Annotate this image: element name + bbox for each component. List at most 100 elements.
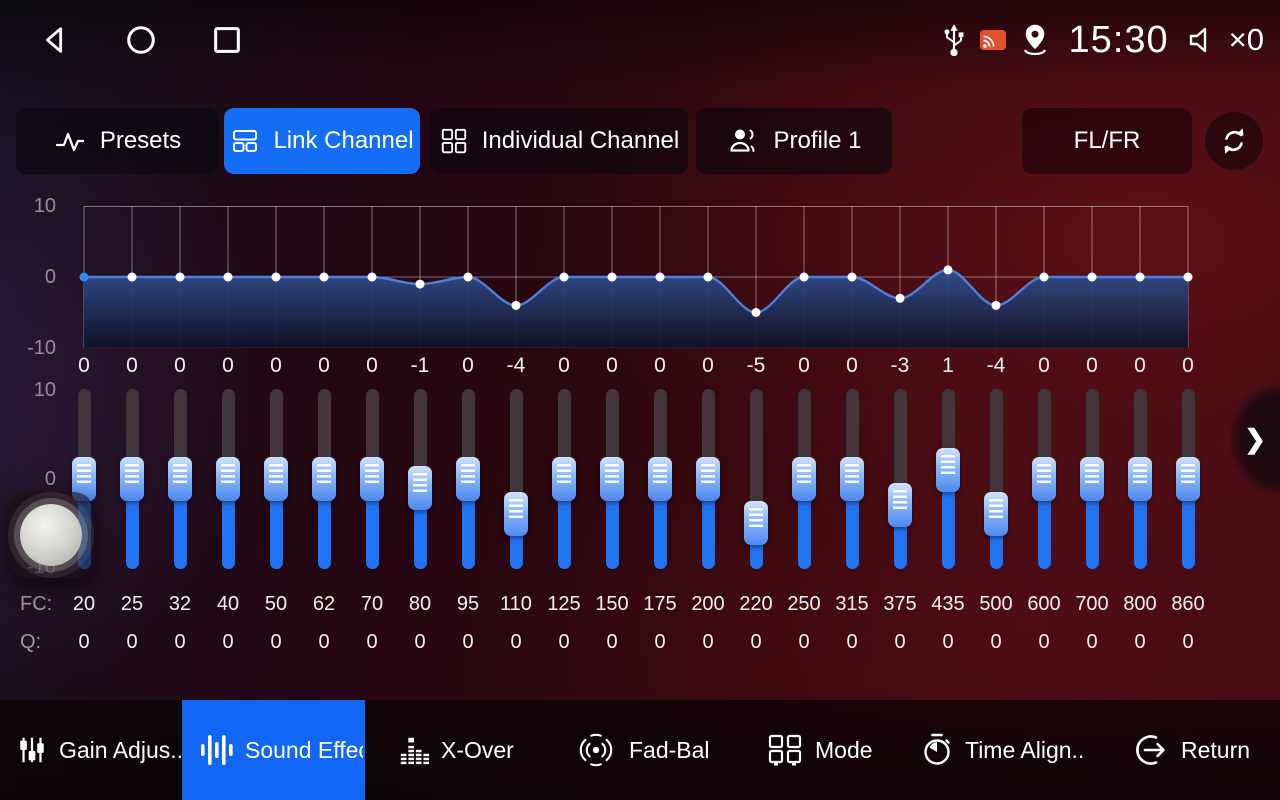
nav-time-align[interactable]: Time Align.. (920, 700, 1084, 800)
slider-thumb[interactable] (744, 501, 768, 545)
slider-thumb[interactable] (360, 457, 384, 501)
eq-band-slider[interactable] (300, 385, 348, 577)
eq-band-slider[interactable] (636, 385, 684, 577)
eq-curve-point[interactable] (415, 279, 425, 289)
slider-thumb[interactable] (216, 457, 240, 501)
eq-band-slider[interactable] (828, 385, 876, 577)
eq-band-slider[interactable] (732, 385, 780, 577)
eq-band-slider[interactable] (204, 385, 252, 577)
band-gain-value: 0 (462, 354, 474, 377)
band-q-value: 0 (462, 631, 474, 653)
eq-band-slider[interactable] (1068, 385, 1116, 577)
eq-band-slider[interactable] (876, 385, 924, 577)
flyout-handle[interactable]: ❯ (1228, 383, 1280, 495)
eq-curve-point[interactable] (1087, 272, 1097, 282)
slider-thumb[interactable] (600, 457, 624, 501)
slider-thumb[interactable] (888, 483, 912, 528)
nav-sound-effect[interactable]: Sound Effect (198, 700, 363, 800)
nav-mode[interactable]: Mode (766, 700, 873, 800)
eq-curve-point[interactable] (751, 308, 761, 317)
band-q-value: 0 (654, 631, 666, 653)
nav-x-over[interactable]: X-Over (398, 700, 514, 800)
slider-fill (125, 479, 139, 569)
tab-link-channel[interactable]: Link Channel (224, 108, 420, 174)
eq-curve-point[interactable] (271, 272, 281, 282)
slider-fill (845, 479, 859, 569)
eq-band-slider[interactable] (540, 385, 588, 577)
nav-gain-adjust[interactable]: Gain Adjus.. (16, 700, 183, 800)
knob-circle[interactable] (20, 504, 82, 566)
eq-band-slider[interactable] (972, 385, 1020, 577)
eq-curve-point[interactable] (607, 272, 617, 282)
eq-band-slider[interactable] (444, 385, 492, 577)
eq-curve-point[interactable] (175, 272, 185, 282)
nav-return[interactable]: Return (1134, 700, 1250, 800)
home-icon[interactable] (124, 23, 158, 57)
tab-presets[interactable]: Presets (16, 108, 218, 174)
eq-band-slider[interactable] (780, 385, 828, 577)
slider-thumb[interactable] (120, 457, 144, 501)
slider-thumb[interactable] (984, 492, 1008, 537)
eq-curve-point[interactable] (79, 272, 89, 282)
slider-thumb[interactable] (408, 465, 432, 510)
eq-band-slider[interactable] (588, 385, 636, 577)
back-icon[interactable] (38, 23, 72, 57)
tab-individual-channel[interactable]: Individual Channel (430, 108, 688, 174)
eq-band-slider[interactable] (684, 385, 732, 577)
eq-curve-point[interactable] (943, 265, 953, 275)
eq-band-slider[interactable] (1020, 385, 1068, 577)
eq-curve-point[interactable] (1039, 272, 1049, 282)
eq-curve-point[interactable] (703, 272, 713, 282)
slider-thumb[interactable] (696, 457, 720, 501)
slider-thumb[interactable] (936, 448, 960, 493)
eq-curve-point[interactable] (319, 272, 329, 282)
band-frequency-label: 95 (456, 593, 480, 615)
eq-band-slider[interactable] (108, 385, 156, 577)
slider-thumb[interactable] (552, 457, 576, 501)
eq-band-slider[interactable] (492, 385, 540, 577)
tab-profile[interactable]: Profile 1 (696, 108, 892, 174)
eq-curve-point[interactable] (991, 300, 1001, 310)
eq-curve-point[interactable] (223, 272, 233, 282)
slider-fill (1085, 479, 1099, 569)
eq-band-slider[interactable] (396, 385, 444, 577)
eq-curve-point[interactable] (847, 272, 857, 282)
eq-curve-point[interactable] (559, 272, 569, 282)
eq-curve-point[interactable] (1183, 272, 1193, 282)
slider-thumb[interactable] (1032, 457, 1056, 501)
eq-curve-point[interactable] (799, 272, 809, 282)
slider-thumb[interactable] (504, 492, 528, 537)
slider-thumb[interactable] (792, 457, 816, 501)
band-q-value: 0 (1182, 631, 1194, 653)
eq-curve-point[interactable] (655, 272, 665, 282)
slider-thumb[interactable] (1080, 457, 1104, 501)
volume-knob[interactable] (8, 492, 94, 578)
channel-select-button[interactable]: FL/FR (1022, 108, 1192, 174)
eq-curve-point[interactable] (367, 272, 377, 282)
eq-band-slider[interactable] (348, 385, 396, 577)
q-row-label: Q: (20, 631, 42, 653)
eq-band-slider[interactable] (1164, 385, 1212, 577)
eq-band-slider[interactable] (924, 385, 972, 577)
reset-button[interactable] (1205, 112, 1263, 170)
slider-thumb[interactable] (840, 457, 864, 501)
slider-thumb[interactable] (168, 457, 192, 501)
slider-thumb[interactable] (264, 457, 288, 501)
slider-thumb[interactable] (312, 457, 336, 501)
eq-curve-point[interactable] (1135, 272, 1145, 282)
slider-thumb[interactable] (1128, 457, 1152, 501)
slider-thumb[interactable] (1176, 457, 1200, 501)
eq-curve-point[interactable] (463, 272, 473, 282)
eq-curve-point[interactable] (127, 272, 137, 282)
band-q-value: 0 (366, 631, 378, 653)
nav-fad-bal[interactable]: Fad-Bal (574, 700, 710, 800)
eq-band-slider[interactable] (1116, 385, 1164, 577)
eq-curve-point[interactable] (895, 293, 905, 303)
slider-thumb[interactable] (456, 457, 480, 501)
eq-band-slider[interactable] (156, 385, 204, 577)
slider-thumb[interactable] (648, 457, 672, 501)
band-q-value: 0 (318, 631, 330, 653)
eq-curve-point[interactable] (511, 300, 521, 310)
eq-band-slider[interactable] (252, 385, 300, 577)
recents-icon[interactable] (210, 23, 244, 57)
